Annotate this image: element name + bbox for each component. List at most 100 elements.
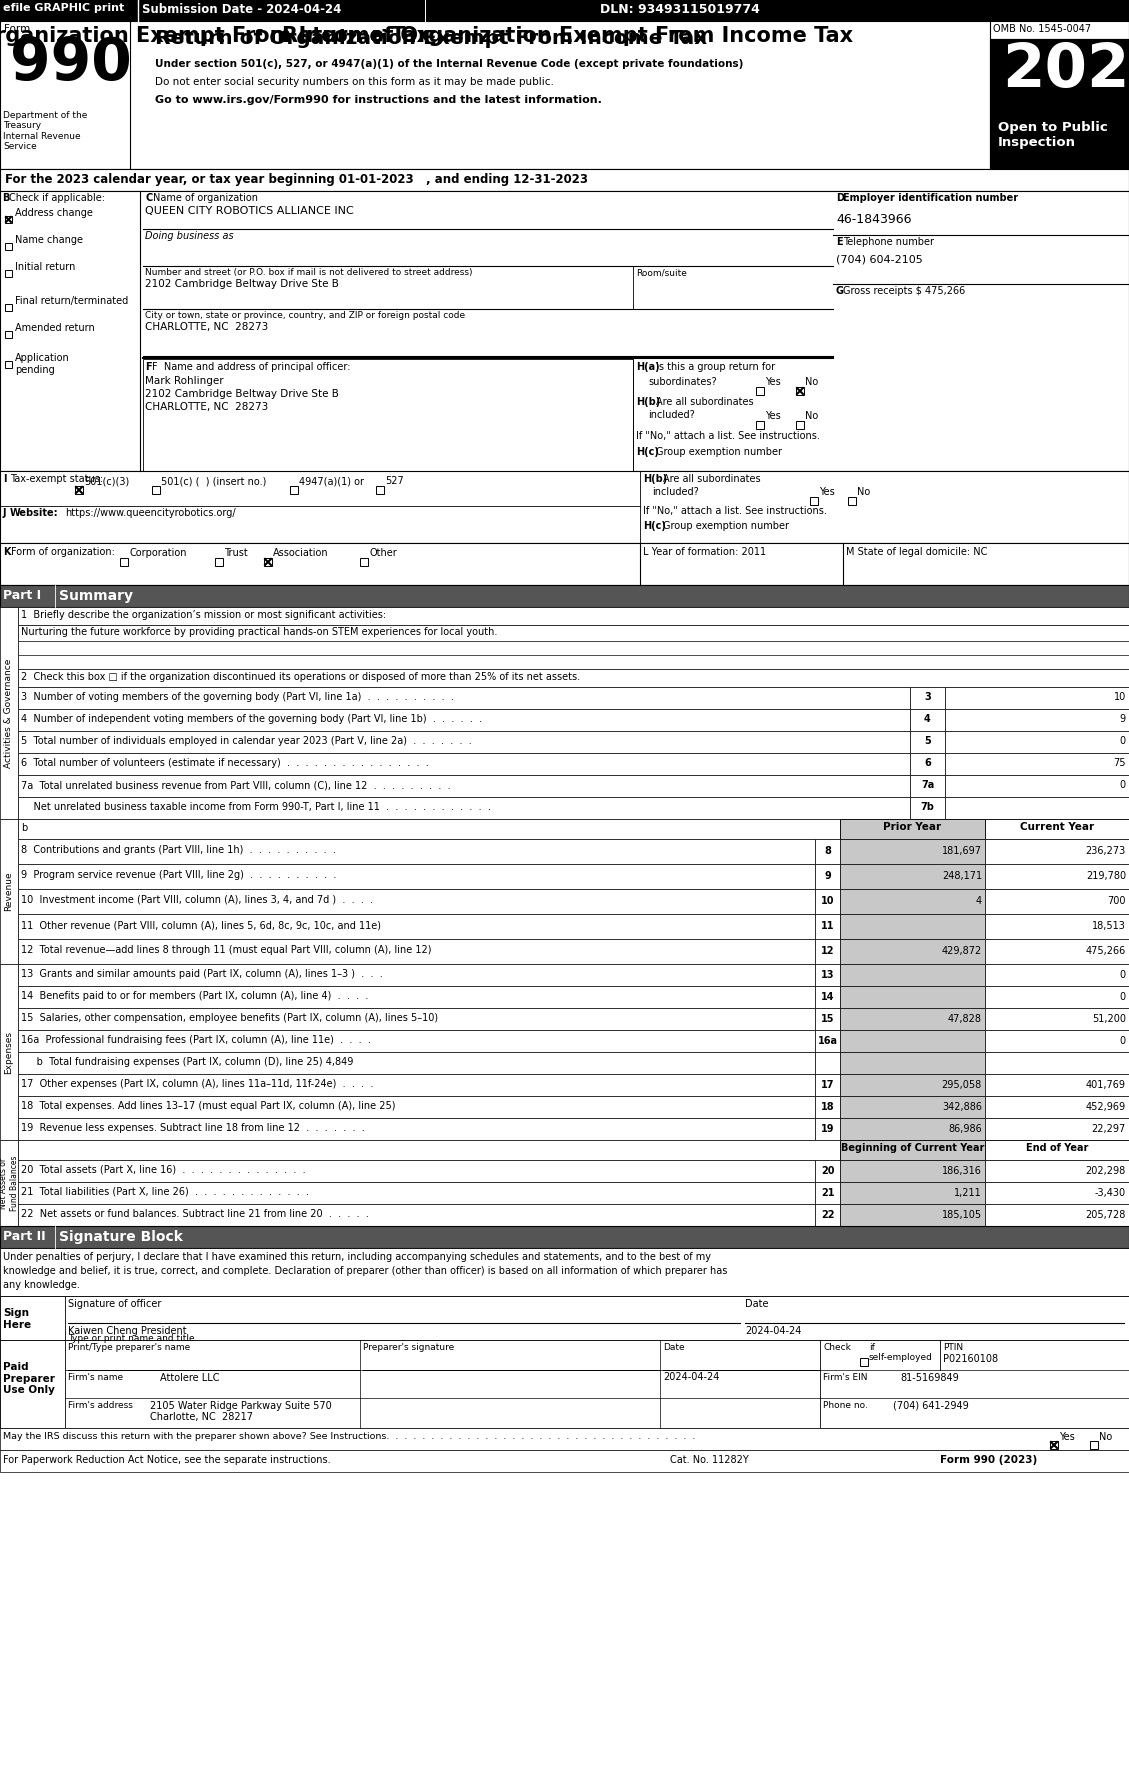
Text: 17  Other expenses (Part IX, column (A), lines 11a–11d, 11f-24e)  .  .  .  .: 17 Other expenses (Part IX, column (A), … bbox=[21, 1079, 374, 1090]
Text: Print/Type preparer's name: Print/Type preparer's name bbox=[68, 1342, 191, 1353]
Text: Number and street (or P.O. box if mail is not delivered to street address): Number and street (or P.O. box if mail i… bbox=[145, 268, 473, 277]
Text: 9: 9 bbox=[1120, 713, 1126, 724]
Text: 7a: 7a bbox=[921, 781, 934, 789]
Bar bbox=[815, 864, 840, 888]
Text: 16a: 16a bbox=[817, 1037, 838, 1045]
Text: 202,298: 202,298 bbox=[1086, 1166, 1126, 1176]
Text: 0: 0 bbox=[1120, 970, 1126, 980]
Bar bbox=[360, 558, 368, 565]
Text: 18,513: 18,513 bbox=[1092, 922, 1126, 931]
Bar bbox=[0, 1296, 1129, 1340]
Text: 248,171: 248,171 bbox=[942, 871, 982, 881]
Text: Current Year: Current Year bbox=[1019, 821, 1094, 832]
Bar bbox=[18, 1181, 815, 1204]
Text: 17: 17 bbox=[821, 1081, 834, 1090]
Text: b: b bbox=[21, 823, 27, 834]
Text: No: No bbox=[805, 411, 819, 420]
Text: Website:: Website: bbox=[10, 509, 59, 517]
Text: Room/suite: Room/suite bbox=[636, 268, 686, 277]
Bar bbox=[815, 915, 840, 940]
Bar bbox=[984, 1160, 1129, 1181]
Bar bbox=[815, 1053, 840, 1074]
Bar bbox=[18, 641, 1129, 655]
Text: self-employed: self-employed bbox=[869, 1353, 933, 1362]
Bar bbox=[18, 1097, 815, 1118]
Bar bbox=[18, 839, 815, 864]
Bar bbox=[945, 708, 1129, 731]
Text: Date: Date bbox=[745, 1300, 769, 1309]
Bar bbox=[840, 1008, 984, 1030]
Text: Check if applicable:: Check if applicable: bbox=[9, 192, 105, 203]
Text: 0: 0 bbox=[1120, 1037, 1126, 1045]
Text: 13  Grants and similar amounts paid (Part IX, column (A), lines 1–3 )  .  .  .: 13 Grants and similar amounts paid (Part… bbox=[21, 970, 383, 978]
Bar bbox=[756, 420, 764, 429]
Text: 47,828: 47,828 bbox=[948, 1014, 982, 1024]
Text: D: D bbox=[835, 192, 844, 203]
Text: 8: 8 bbox=[824, 846, 831, 857]
Bar bbox=[18, 915, 815, 940]
Text: No: No bbox=[857, 487, 870, 496]
Text: Is this a group return for: Is this a group return for bbox=[656, 362, 776, 373]
Bar bbox=[910, 775, 945, 796]
Text: 21  Total liabilities (Part X, line 26)  .  .  .  .  .  .  .  .  .  .  .  .  .: 21 Total liabilities (Part X, line 26) .… bbox=[21, 1187, 309, 1197]
Bar bbox=[18, 687, 910, 708]
Text: 295,058: 295,058 bbox=[942, 1081, 982, 1090]
Bar bbox=[0, 1249, 1129, 1296]
Text: Firm's address: Firm's address bbox=[68, 1400, 133, 1409]
Text: 13: 13 bbox=[821, 970, 834, 980]
Text: Form of organization:: Form of organization: bbox=[11, 547, 115, 556]
Bar bbox=[0, 608, 18, 819]
Text: Group exemption number: Group exemption number bbox=[663, 521, 789, 532]
Text: 20  Total assets (Part X, line 16)  .  .  .  .  .  .  .  .  .  .  .  .  .  .: 20 Total assets (Part X, line 16) . . . … bbox=[21, 1166, 306, 1174]
Text: Tax-exempt status:: Tax-exempt status: bbox=[10, 473, 103, 484]
Text: Attolere LLC: Attolere LLC bbox=[160, 1372, 219, 1383]
Text: Final return/terminated: Final return/terminated bbox=[15, 297, 129, 306]
Bar bbox=[815, 839, 840, 864]
Text: knowledge and belief, it is true, correct, and complete. Declaration of preparer: knowledge and belief, it is true, correc… bbox=[3, 1266, 727, 1277]
Bar bbox=[910, 708, 945, 731]
Text: (704) 641-2949: (704) 641-2949 bbox=[893, 1400, 969, 1411]
Bar bbox=[945, 687, 1129, 708]
Text: Name change: Name change bbox=[15, 235, 84, 245]
Text: Application
pending: Application pending bbox=[15, 353, 70, 374]
Text: E: E bbox=[835, 237, 842, 247]
Bar bbox=[840, 1204, 984, 1226]
Text: Summary: Summary bbox=[59, 590, 133, 602]
Text: Yes: Yes bbox=[765, 376, 781, 387]
Text: Check: Check bbox=[823, 1342, 851, 1353]
Text: 5  Total number of individuals employed in calendar year 2023 (Part V, line 2a) : 5 Total number of individuals employed i… bbox=[21, 736, 472, 745]
Text: Date: Date bbox=[663, 1342, 684, 1353]
Text: Firm's name: Firm's name bbox=[68, 1372, 123, 1383]
Bar bbox=[840, 964, 984, 985]
Text: H(c): H(c) bbox=[636, 447, 659, 457]
Bar bbox=[18, 964, 815, 985]
Bar bbox=[910, 796, 945, 819]
Bar bbox=[815, 1074, 840, 1097]
Bar bbox=[152, 486, 160, 494]
Bar bbox=[5, 360, 12, 367]
Text: J: J bbox=[3, 509, 7, 517]
Bar bbox=[945, 731, 1129, 752]
Bar bbox=[18, 1204, 815, 1226]
Text: G: G bbox=[835, 286, 844, 297]
Bar bbox=[0, 170, 1129, 191]
Text: Net Assets or
Fund Balances: Net Assets or Fund Balances bbox=[0, 1155, 19, 1211]
Text: Name of organization: Name of organization bbox=[154, 192, 259, 203]
Bar bbox=[5, 244, 12, 251]
Text: 6: 6 bbox=[925, 758, 931, 768]
Bar bbox=[18, 1074, 815, 1097]
Bar bbox=[0, 0, 138, 21]
Text: 2023: 2023 bbox=[1003, 41, 1129, 101]
Text: L Year of formation: 2011: L Year of formation: 2011 bbox=[644, 547, 767, 556]
Text: End of Year: End of Year bbox=[1026, 1143, 1088, 1153]
Text: Yes: Yes bbox=[1059, 1432, 1075, 1443]
Bar bbox=[264, 558, 272, 565]
Bar bbox=[815, 1008, 840, 1030]
Text: 0: 0 bbox=[1120, 992, 1126, 1001]
Text: CHARLOTTE, NC  28273: CHARLOTTE, NC 28273 bbox=[145, 403, 269, 411]
Text: Gross receipts $ 475,266: Gross receipts $ 475,266 bbox=[843, 286, 965, 297]
Bar bbox=[18, 752, 910, 775]
Text: PTIN: PTIN bbox=[943, 1342, 963, 1353]
Text: Trust: Trust bbox=[224, 547, 247, 558]
Text: 2024-04-24: 2024-04-24 bbox=[745, 1326, 802, 1337]
